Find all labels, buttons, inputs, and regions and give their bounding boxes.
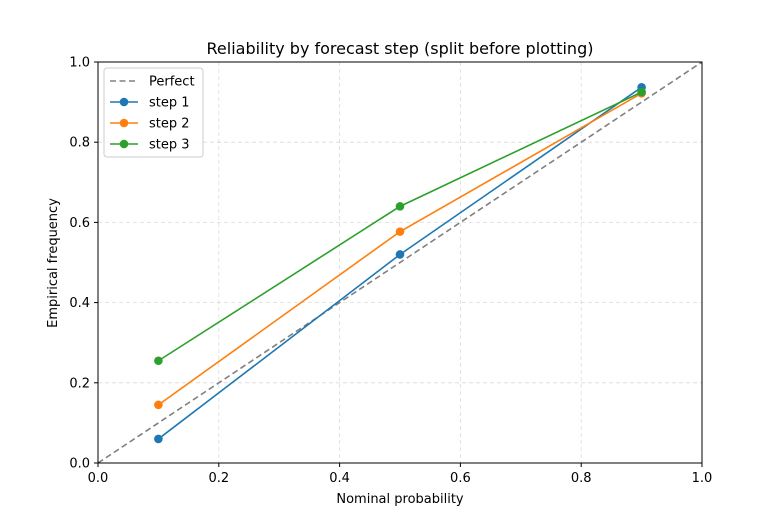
y-tick-label: 0.0 [69,457,90,472]
x-axis-label: Nominal probability [336,492,464,507]
legend-label: step 1 [149,96,190,111]
legend-label: step 3 [149,138,190,153]
data-point [637,87,646,97]
reference-layer [97,61,703,464]
perfect-reference-line [97,61,703,464]
chart-title: Reliability by forecast step (split befo… [207,39,594,58]
legend-label: step 2 [149,117,190,132]
series-step-3 [154,87,646,366]
series-line [157,92,642,406]
x-axis-ticks: 0.0 0.2 0.4 0.6 0.8 1.0 [88,463,713,486]
data-point [154,356,163,366]
series-line [157,91,642,362]
data-point [395,227,405,236]
data-point [154,434,163,444]
x-tick-label: 0.8 [571,471,592,486]
y-tick-label: 0.2 [69,376,90,391]
plot-frame [97,61,703,464]
legend-marker [119,118,129,128]
x-tick-label: 0.2 [208,471,229,486]
legend-entry: Perfect [110,75,195,90]
legend-marker [119,139,129,149]
x-tick-label: 0.0 [88,471,109,486]
series-layer [154,82,646,444]
y-tick-label: 1.0 [69,56,90,71]
x-tick-label: 0.6 [450,471,471,486]
y-tick-label: 0.6 [69,216,90,231]
data-point [395,202,405,211]
data-point [154,400,163,410]
legend-label: Perfect [149,75,195,90]
x-tick-label: 0.4 [329,471,350,486]
y-axis-ticks: 0.0 0.2 0.4 0.6 0.8 1.0 [69,56,98,472]
legend-entry: step 2 [110,117,190,132]
legend-entry: step 1 [110,96,190,111]
y-tick-label: 0.8 [69,136,90,151]
y-axis-label: Empirical frequency [46,198,61,328]
y-tick-label: 0.4 [69,296,90,311]
legend-marker [119,97,129,107]
series-step-2 [154,88,646,410]
legend: Perfect step 1 step 2 step 3 [103,67,204,158]
x-tick-label: 1.0 [692,471,713,486]
data-point [395,250,405,259]
legend-box [103,67,204,158]
legend-entry: step 3 [110,138,190,153]
